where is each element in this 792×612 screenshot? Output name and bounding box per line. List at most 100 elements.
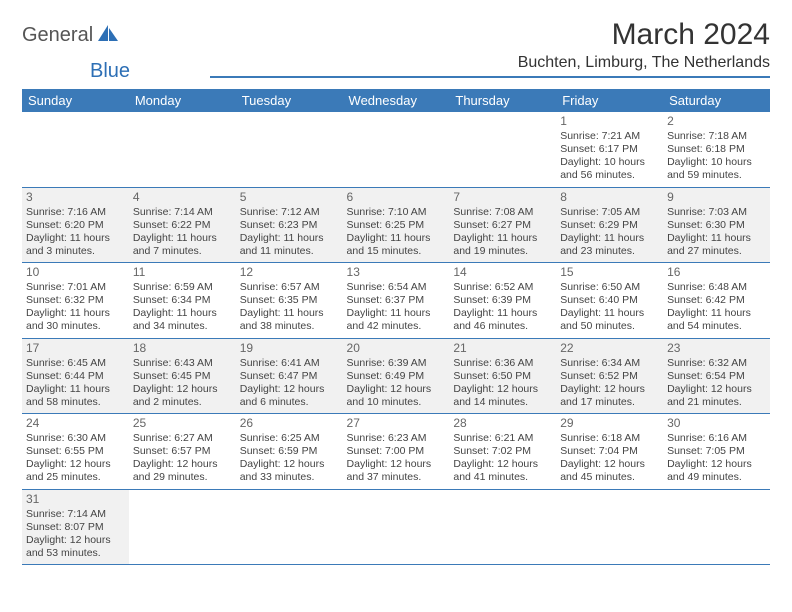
daylight-line-2: and 2 minutes. xyxy=(133,396,232,409)
sunset-line: Sunset: 6:42 PM xyxy=(667,294,766,307)
calendar-day-cell: 29Sunrise: 6:18 AMSunset: 7:04 PMDayligh… xyxy=(556,414,663,490)
sunrise-line: Sunrise: 6:59 AM xyxy=(133,281,232,294)
calendar-day-cell: 18Sunrise: 6:43 AMSunset: 6:45 PMDayligh… xyxy=(129,338,236,414)
sunrise-line: Sunrise: 6:48 AM xyxy=(667,281,766,294)
day-number: 24 xyxy=(26,416,125,431)
daylight-line-2: and 53 minutes. xyxy=(26,547,125,560)
day-number: 16 xyxy=(667,265,766,280)
sunrise-line: Sunrise: 7:08 AM xyxy=(453,206,552,219)
daylight-line-2: and 10 minutes. xyxy=(347,396,446,409)
daylight-line-2: and 56 minutes. xyxy=(560,169,659,182)
daylight-line-2: and 41 minutes. xyxy=(453,471,552,484)
daylight-line-2: and 21 minutes. xyxy=(667,396,766,409)
day-number: 1 xyxy=(560,114,659,129)
sunset-line: Sunset: 6:17 PM xyxy=(560,143,659,156)
daylight-line-1: Daylight: 11 hours xyxy=(453,307,552,320)
calendar-day-cell xyxy=(449,112,556,187)
daylight-line-1: Daylight: 10 hours xyxy=(667,156,766,169)
sunrise-line: Sunrise: 6:21 AM xyxy=(453,432,552,445)
day-number: 30 xyxy=(667,416,766,431)
sunset-line: Sunset: 7:05 PM xyxy=(667,445,766,458)
calendar-day-cell: 16Sunrise: 6:48 AMSunset: 6:42 PMDayligh… xyxy=(663,263,770,339)
daylight-line-1: Daylight: 12 hours xyxy=(453,458,552,471)
day-number: 19 xyxy=(240,341,339,356)
sunset-line: Sunset: 6:44 PM xyxy=(26,370,125,383)
calendar-day-cell: 1Sunrise: 7:21 AMSunset: 6:17 PMDaylight… xyxy=(556,112,663,187)
sunset-line: Sunset: 6:27 PM xyxy=(453,219,552,232)
sunrise-line: Sunrise: 6:54 AM xyxy=(347,281,446,294)
sunrise-line: Sunrise: 6:41 AM xyxy=(240,357,339,370)
sunset-line: Sunset: 6:54 PM xyxy=(667,370,766,383)
day-number: 8 xyxy=(560,190,659,205)
day-number: 29 xyxy=(560,416,659,431)
day-number: 5 xyxy=(240,190,339,205)
calendar-day-cell xyxy=(343,112,450,187)
daylight-line-1: Daylight: 12 hours xyxy=(26,458,125,471)
calendar-day-cell: 27Sunrise: 6:23 AMSunset: 7:00 PMDayligh… xyxy=(343,414,450,490)
day-header-row: SundayMondayTuesdayWednesdayThursdayFrid… xyxy=(22,89,770,112)
daylight-line-1: Daylight: 11 hours xyxy=(240,307,339,320)
sunset-line: Sunset: 6:57 PM xyxy=(133,445,232,458)
sunrise-line: Sunrise: 6:36 AM xyxy=(453,357,552,370)
calendar-day-cell: 25Sunrise: 6:27 AMSunset: 6:57 PMDayligh… xyxy=(129,414,236,490)
sunset-line: Sunset: 6:34 PM xyxy=(133,294,232,307)
daylight-line-2: and 34 minutes. xyxy=(133,320,232,333)
calendar-day-cell: 8Sunrise: 7:05 AMSunset: 6:29 PMDaylight… xyxy=(556,187,663,263)
day-number: 4 xyxy=(133,190,232,205)
daylight-line-2: and 42 minutes. xyxy=(347,320,446,333)
daylight-line-1: Daylight: 11 hours xyxy=(347,307,446,320)
calendar-day-cell: 5Sunrise: 7:12 AMSunset: 6:23 PMDaylight… xyxy=(236,187,343,263)
day-number: 11 xyxy=(133,265,232,280)
calendar-day-cell: 19Sunrise: 6:41 AMSunset: 6:47 PMDayligh… xyxy=(236,338,343,414)
daylight-line-2: and 11 minutes. xyxy=(240,245,339,258)
sail-icon xyxy=(97,24,119,47)
day-number: 31 xyxy=(26,492,125,507)
sunset-line: Sunset: 6:29 PM xyxy=(560,219,659,232)
calendar-week-row: 17Sunrise: 6:45 AMSunset: 6:44 PMDayligh… xyxy=(22,338,770,414)
calendar-week-row: 1Sunrise: 7:21 AMSunset: 6:17 PMDaylight… xyxy=(22,112,770,187)
daylight-line-2: and 29 minutes. xyxy=(133,471,232,484)
sunset-line: Sunset: 6:23 PM xyxy=(240,219,339,232)
day-number: 3 xyxy=(26,190,125,205)
calendar-day-cell xyxy=(129,112,236,187)
calendar-day-cell: 4Sunrise: 7:14 AMSunset: 6:22 PMDaylight… xyxy=(129,187,236,263)
day-number: 26 xyxy=(240,416,339,431)
sunrise-line: Sunrise: 6:43 AM xyxy=(133,357,232,370)
day-number: 17 xyxy=(26,341,125,356)
daylight-line-1: Daylight: 11 hours xyxy=(347,232,446,245)
calendar-day-cell xyxy=(556,489,663,565)
daylight-line-2: and 3 minutes. xyxy=(26,245,125,258)
daylight-line-1: Daylight: 12 hours xyxy=(133,458,232,471)
sunrise-line: Sunrise: 7:01 AM xyxy=(26,281,125,294)
day-header: Sunday xyxy=(22,89,129,112)
daylight-line-2: and 50 minutes. xyxy=(560,320,659,333)
calendar-day-cell: 3Sunrise: 7:16 AMSunset: 6:20 PMDaylight… xyxy=(22,187,129,263)
daylight-line-2: and 6 minutes. xyxy=(240,396,339,409)
sunset-line: Sunset: 6:45 PM xyxy=(133,370,232,383)
daylight-line-1: Daylight: 11 hours xyxy=(560,307,659,320)
sunrise-line: Sunrise: 6:27 AM xyxy=(133,432,232,445)
sunset-line: Sunset: 7:02 PM xyxy=(453,445,552,458)
calendar-day-cell: 24Sunrise: 6:30 AMSunset: 6:55 PMDayligh… xyxy=(22,414,129,490)
calendar-week-row: 24Sunrise: 6:30 AMSunset: 6:55 PMDayligh… xyxy=(22,414,770,490)
month-title: March 2024 xyxy=(210,18,770,52)
daylight-line-1: Daylight: 10 hours xyxy=(560,156,659,169)
day-number: 18 xyxy=(133,341,232,356)
sunrise-line: Sunrise: 6:30 AM xyxy=(26,432,125,445)
daylight-line-1: Daylight: 11 hours xyxy=(133,307,232,320)
daylight-line-2: and 33 minutes. xyxy=(240,471,339,484)
day-number: 28 xyxy=(453,416,552,431)
sunset-line: Sunset: 6:22 PM xyxy=(133,219,232,232)
daylight-line-2: and 37 minutes. xyxy=(347,471,446,484)
sunrise-line: Sunrise: 6:39 AM xyxy=(347,357,446,370)
calendar-day-cell: 10Sunrise: 7:01 AMSunset: 6:32 PMDayligh… xyxy=(22,263,129,339)
sunset-line: Sunset: 6:49 PM xyxy=(347,370,446,383)
sunset-line: Sunset: 6:32 PM xyxy=(26,294,125,307)
calendar-day-cell xyxy=(236,489,343,565)
calendar-day-cell xyxy=(663,489,770,565)
daylight-line-2: and 38 minutes. xyxy=(240,320,339,333)
day-header: Friday xyxy=(556,89,663,112)
daylight-line-1: Daylight: 11 hours xyxy=(667,232,766,245)
daylight-line-2: and 58 minutes. xyxy=(26,396,125,409)
day-number: 23 xyxy=(667,341,766,356)
